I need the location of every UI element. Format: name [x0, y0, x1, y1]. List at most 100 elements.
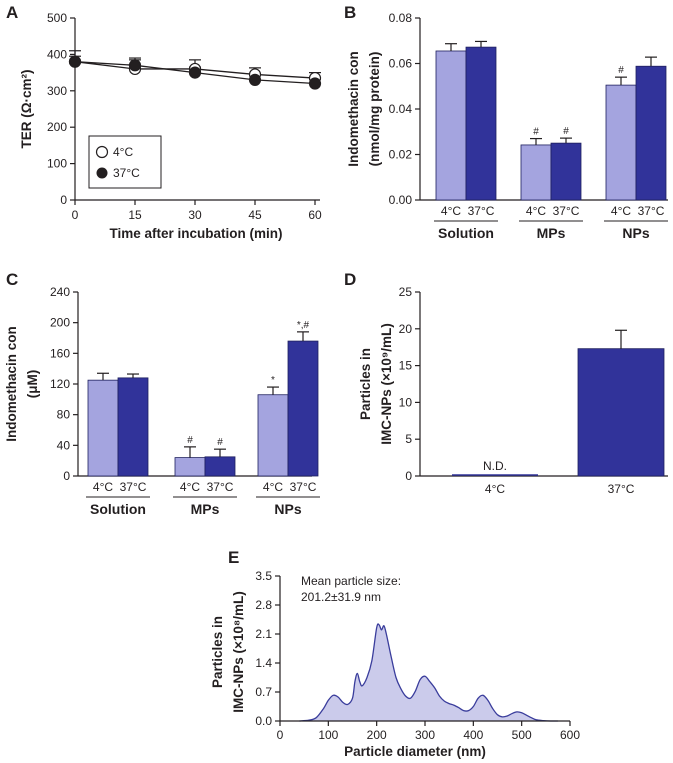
panel-a-y-tick-label: 500 — [47, 11, 67, 25]
panel-c-mps-37c-temp-label: 37°C — [207, 480, 234, 494]
panel-b-y-tick-label: 0.02 — [389, 148, 413, 162]
series-37c-point — [128, 59, 142, 72]
panel-d-nd-annotation: N.D. — [483, 459, 507, 473]
panel-a: A 0 100 200 300 400 500 0 15 30 45 60 Time after i… — [6, 3, 322, 241]
panel-d-37c-category-label: 37°C — [608, 482, 635, 496]
panel-e-x-tick-label: 600 — [560, 728, 580, 742]
panel-b-y-tick-label: 0.08 — [389, 11, 413, 25]
panel-d-y-tick-label: 25 — [399, 285, 413, 299]
panel-a-x-tick-label: 15 — [128, 208, 142, 222]
panel-d-y-tick-label: 20 — [399, 322, 413, 336]
panel-a-x-tick-label: 30 — [188, 208, 202, 222]
panel-b-nps-37c-bar — [635, 65, 667, 201]
panel-b-mps-4c-bar — [520, 144, 552, 201]
panel-a-x-label: Time after incubation (min) — [109, 226, 282, 241]
panel-a-x-tick-label: 45 — [248, 208, 262, 222]
panel-e-y-tick-label: 1.4 — [255, 656, 272, 670]
panel-d: D Particles in IMC-NPs (×10⁹/mL) 0 5 10 15 2… — [344, 270, 668, 496]
panel-e-y-label-unit: IMC-NPs (×10⁸/mL) — [231, 591, 246, 713]
panel-c-group-label: MPs — [191, 501, 220, 517]
panel-d-y-tick-label: 10 — [399, 395, 413, 409]
panel-c-nps-4c-significance-mark: * — [271, 375, 275, 386]
panel-e: E Particles in IMC-NPs (×10⁸/mL) 0.0 0.7 1… — [210, 548, 580, 759]
panel-a-label: A — [6, 3, 18, 22]
panel-e-y-tick-label: 2.8 — [255, 598, 272, 612]
panel-b-mps-37c-bar — [550, 142, 582, 201]
panel-b-nps-4c-bar — [605, 84, 637, 201]
legend-37c-label: 37°C — [113, 166, 140, 180]
panel-a-y-tick-label: 100 — [47, 157, 67, 171]
panel-c-y-tick-label: 160 — [50, 346, 70, 360]
panel-c-y-tick-label: 120 — [50, 377, 70, 391]
panel-c: C Indomethacin con (μM) 0 40 80 120 160 200 24… — [4, 270, 320, 517]
panel-c-nps-4c-temp-label: 4°C — [263, 480, 283, 494]
panel-b-mps-37c-significance-mark: # — [563, 126, 569, 137]
panel-c-group-label: NPs — [274, 501, 301, 517]
panel-b: B Indomethacin con (nmol/mg protein) 0.0… — [344, 3, 668, 241]
panel-c-solution-4c-temp-label: 4°C — [93, 480, 113, 494]
panel-b-group-label: Solution — [438, 225, 494, 241]
panel-a-y-label: TER (Ω·cm²) — [19, 69, 34, 148]
panel-b-y-label-unit: (nmol/mg protein) — [367, 52, 382, 167]
panel-c-label: C — [6, 270, 18, 289]
panel-d-label: D — [344, 270, 356, 289]
panel-c-mps-4c-temp-label: 4°C — [180, 480, 200, 494]
panel-c-nps-37c-significance-mark: *,# — [297, 320, 310, 331]
panel-d-4c-category-label: 4°C — [485, 482, 505, 496]
panel-e-y-tick-label: 3.5 — [255, 569, 272, 583]
panel-e-y-tick-label: 0.0 — [255, 714, 272, 728]
panel-c-y-tick-label: 200 — [50, 316, 70, 330]
series-37c-point — [68, 55, 82, 68]
panel-c-solution-37c-temp-label: 37°C — [120, 480, 147, 494]
panel-d-y-tick-label: 15 — [399, 359, 413, 373]
legend-4c-label: 4°C — [113, 145, 133, 159]
panel-b-y-tick-label: 0.06 — [389, 57, 413, 71]
panel-c-y-tick-label: 240 — [50, 285, 70, 299]
panel-e-x-tick-label: 100 — [318, 728, 338, 742]
panel-e-annotation-line2: 201.2±31.9 nm — [301, 590, 381, 604]
panel-e-label: E — [228, 548, 239, 567]
panel-c-y-tick-label: 40 — [57, 438, 71, 452]
panel-c-mps-4c-bar — [174, 457, 206, 477]
panel-e-x-tick-label: 0 — [277, 728, 284, 742]
panel-e-x-tick-label: 500 — [512, 728, 532, 742]
panel-e-y-tick-label: 0.7 — [255, 685, 272, 699]
panel-d-y-label: Particles in — [358, 348, 373, 420]
panel-c-y-tick-label: 80 — [57, 408, 71, 422]
panel-a-legend: 4°C 37°C — [88, 135, 162, 189]
panel-e-x-tick-label: 300 — [415, 728, 435, 742]
panel-b-label: B — [344, 3, 356, 22]
panel-d-y-label-unit: IMC-NPs (×10⁹/mL) — [379, 323, 394, 445]
size-distribution-line — [299, 623, 558, 722]
panel-a-y-tick-label: 400 — [47, 47, 67, 61]
panel-c-mps-4c-significance-mark: # — [187, 435, 193, 446]
legend-box — [88, 135, 162, 189]
series-37c-point — [248, 73, 262, 86]
panel-c-mps-37c-bar — [204, 456, 236, 477]
panel-b-y-label: Indomethacin con — [346, 51, 361, 167]
panel-b-solution-4c-temp-label: 4°C — [441, 204, 461, 218]
panel-b-y-tick-label: 0.00 — [389, 193, 413, 207]
panel-c-nps-37c-temp-label: 37°C — [290, 480, 317, 494]
panel-c-y-label: Indomethacin con — [4, 326, 19, 442]
panel-c-y-tick-label: 0 — [63, 469, 70, 483]
panel-b-mps-4c-temp-label: 4°C — [526, 204, 546, 218]
panel-a-y-tick-label: 0 — [60, 193, 67, 207]
series-37c-point — [188, 66, 202, 79]
panel-e-x-tick-label: 400 — [463, 728, 483, 742]
panel-b-solution-37c-bar — [465, 46, 497, 201]
panel-a-y-tick-label: 300 — [47, 84, 67, 98]
panel-c-mps-37c-significance-mark: # — [217, 437, 223, 448]
size-distribution-area — [299, 623, 558, 722]
panel-b-nps-4c-temp-label: 4°C — [611, 204, 631, 218]
panel-b-nps-37c-temp-label: 37°C — [638, 204, 665, 218]
panel-c-y-label-unit: (μM) — [25, 370, 40, 399]
panel-b-mps-4c-significance-mark: # — [533, 127, 539, 138]
panel-a-x-tick-label: 60 — [308, 208, 322, 222]
panel-b-solution-37c-temp-label: 37°C — [468, 204, 495, 218]
panel-e-y-tick-label: 2.1 — [255, 627, 272, 641]
series-37c-point — [308, 77, 322, 90]
panel-b-y-tick-label: 0.04 — [389, 102, 413, 116]
panel-a-y-tick-label: 200 — [47, 120, 67, 134]
